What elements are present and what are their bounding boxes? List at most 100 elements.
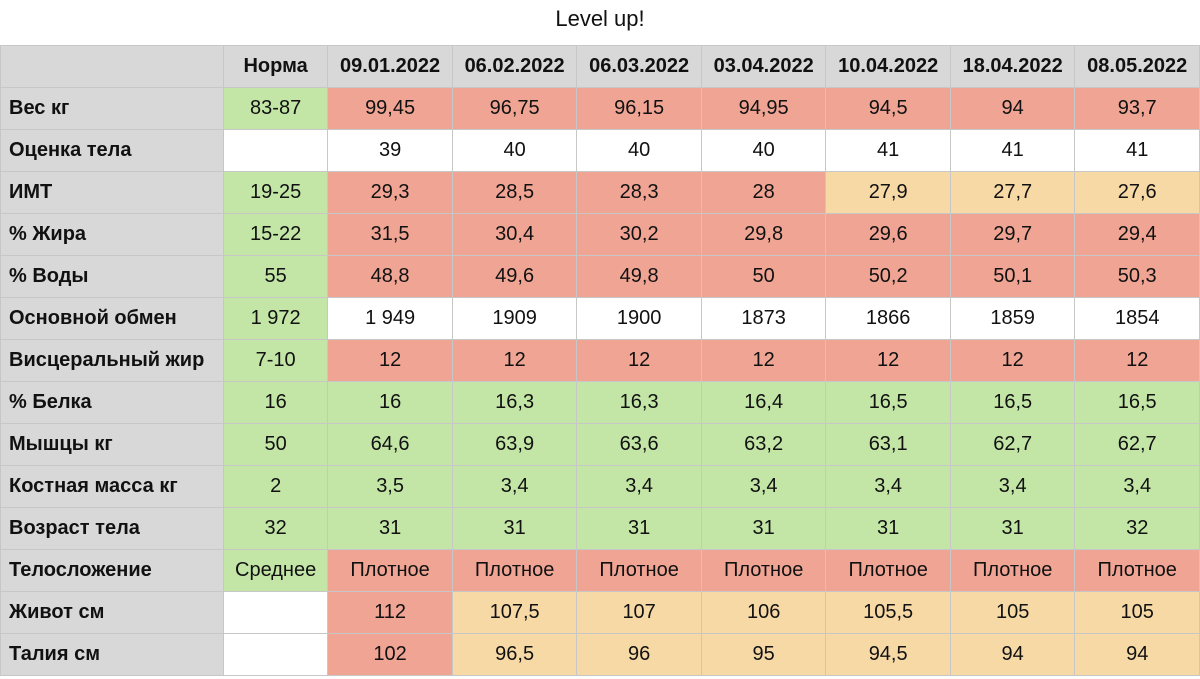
value-cell: 107,5	[451, 591, 578, 634]
table-row: ИМТ 19-25 29,3 28,5 28,3 28 27,9 27,7 27…	[0, 171, 1200, 214]
value-cell: 62,7	[949, 423, 1076, 466]
value-cell: 28	[700, 171, 827, 214]
value-cell: 50,2	[825, 255, 951, 298]
row-label: Вес кг	[0, 87, 224, 130]
norm-cell: 15-22	[222, 213, 329, 256]
value-cell: 3,4	[949, 465, 1076, 508]
value-cell: 40	[451, 129, 578, 172]
norm-cell	[222, 129, 329, 172]
norm-cell: 2	[222, 465, 329, 508]
row-label: Основной обмен	[0, 297, 224, 340]
value-cell: 31	[327, 507, 453, 550]
row-label: Висцеральный жир	[0, 339, 224, 382]
value-cell: 96,5	[451, 633, 578, 676]
norm-cell: 55	[222, 255, 329, 298]
value-cell: 96,75	[451, 87, 578, 130]
value-cell: 16,3	[451, 381, 578, 424]
value-cell: 28,5	[451, 171, 578, 214]
value-cell: 12	[327, 339, 453, 382]
row-label: % Белка	[0, 381, 224, 424]
value-cell: Плотное	[327, 549, 453, 592]
value-cell: 12	[949, 339, 1076, 382]
value-cell: 96,15	[576, 87, 702, 130]
header-date: 18.04.2022	[949, 45, 1076, 88]
table-row: Вес кг 83-87 99,45 96,75 96,15 94,95 94,…	[0, 87, 1200, 130]
norm-cell: Среднее	[222, 549, 329, 592]
table-row: Основной обмен 1 972 1 949 1909 1900 187…	[0, 297, 1200, 340]
value-cell: 1859	[949, 297, 1076, 340]
value-cell: Плотное	[700, 549, 827, 592]
value-cell: 94,5	[825, 633, 951, 676]
row-label: Талия см	[0, 633, 224, 676]
table-row: Костная масса кг 2 3,5 3,4 3,4 3,4 3,4 3…	[0, 465, 1200, 508]
table-row: Оценка тела 39 40 40 40 41 41 41	[0, 129, 1200, 172]
value-cell: 93,7	[1074, 87, 1200, 130]
value-cell: 94,95	[700, 87, 827, 130]
value-cell: 3,4	[451, 465, 578, 508]
value-cell: 62,7	[1074, 423, 1200, 466]
norm-cell: 16	[222, 381, 329, 424]
value-cell: 94,5	[825, 87, 951, 130]
value-cell: 49,6	[451, 255, 578, 298]
value-cell: 12	[451, 339, 578, 382]
header-date: 03.04.2022	[700, 45, 827, 88]
norm-cell: 50	[222, 423, 329, 466]
value-cell: 16,4	[700, 381, 827, 424]
header-date: 10.04.2022	[825, 45, 951, 88]
value-cell: 3,4	[825, 465, 951, 508]
value-cell: 1866	[825, 297, 951, 340]
value-cell: 63,1	[825, 423, 951, 466]
value-cell: 105,5	[825, 591, 951, 634]
value-cell: 31	[949, 507, 1076, 550]
value-cell: 1 949	[327, 297, 453, 340]
value-cell: 39	[327, 129, 453, 172]
norm-cell: 7-10	[222, 339, 329, 382]
header-date: 08.05.2022	[1074, 45, 1200, 88]
row-label: Мышцы кг	[0, 423, 224, 466]
norm-cell: 83-87	[222, 87, 329, 130]
table-row: Живот см 112 107,5 107 106 105,5 105 105	[0, 591, 1200, 634]
norm-cell: 1 972	[222, 297, 329, 340]
header-date: 06.02.2022	[451, 45, 578, 88]
value-cell: 29,8	[700, 213, 827, 256]
norm-cell	[222, 633, 329, 676]
value-cell: 12	[1074, 339, 1200, 382]
norm-cell: 19-25	[222, 171, 329, 214]
value-cell: 63,9	[451, 423, 578, 466]
value-cell: 41	[1074, 129, 1200, 172]
value-cell: 32	[1074, 507, 1200, 550]
value-cell: 29,4	[1074, 213, 1200, 256]
value-cell: 63,6	[576, 423, 702, 466]
value-cell: Плотное	[825, 549, 951, 592]
value-cell: 16	[327, 381, 453, 424]
value-cell: 94	[949, 87, 1076, 130]
row-label: Костная масса кг	[0, 465, 224, 508]
value-cell: 27,7	[949, 171, 1076, 214]
value-cell: 50,1	[949, 255, 1076, 298]
header-date: 09.01.2022	[327, 45, 453, 88]
value-cell: 49,8	[576, 255, 702, 298]
value-cell: 16,3	[576, 381, 702, 424]
table-row: Телосложение Среднее Плотное Плотное Пло…	[0, 549, 1200, 592]
value-cell: 27,9	[825, 171, 951, 214]
value-cell: 96	[576, 633, 702, 676]
norm-cell: 32	[222, 507, 329, 550]
table-row: % Белка 16 16 16,3 16,3 16,4 16,5 16,5 1…	[0, 381, 1200, 424]
table-row: Висцеральный жир 7-10 12 12 12 12 12 12 …	[0, 339, 1200, 382]
value-cell: 29,7	[949, 213, 1076, 256]
value-cell: 40	[700, 129, 827, 172]
value-cell: 29,6	[825, 213, 951, 256]
value-cell: 94	[1074, 633, 1200, 676]
value-cell: 112	[327, 591, 453, 634]
value-cell: 16,5	[1074, 381, 1200, 424]
value-cell: 3,4	[576, 465, 702, 508]
value-cell: 48,8	[327, 255, 453, 298]
value-cell: 3,4	[700, 465, 827, 508]
value-cell: 28,3	[576, 171, 702, 214]
value-cell: 105	[1074, 591, 1200, 634]
table-header-row: Норма 09.01.2022 06.02.2022 06.03.2022 0…	[0, 45, 1200, 88]
row-label: Живот см	[0, 591, 224, 634]
value-cell: 31	[825, 507, 951, 550]
value-cell: 16,5	[949, 381, 1076, 424]
value-cell: 41	[949, 129, 1076, 172]
